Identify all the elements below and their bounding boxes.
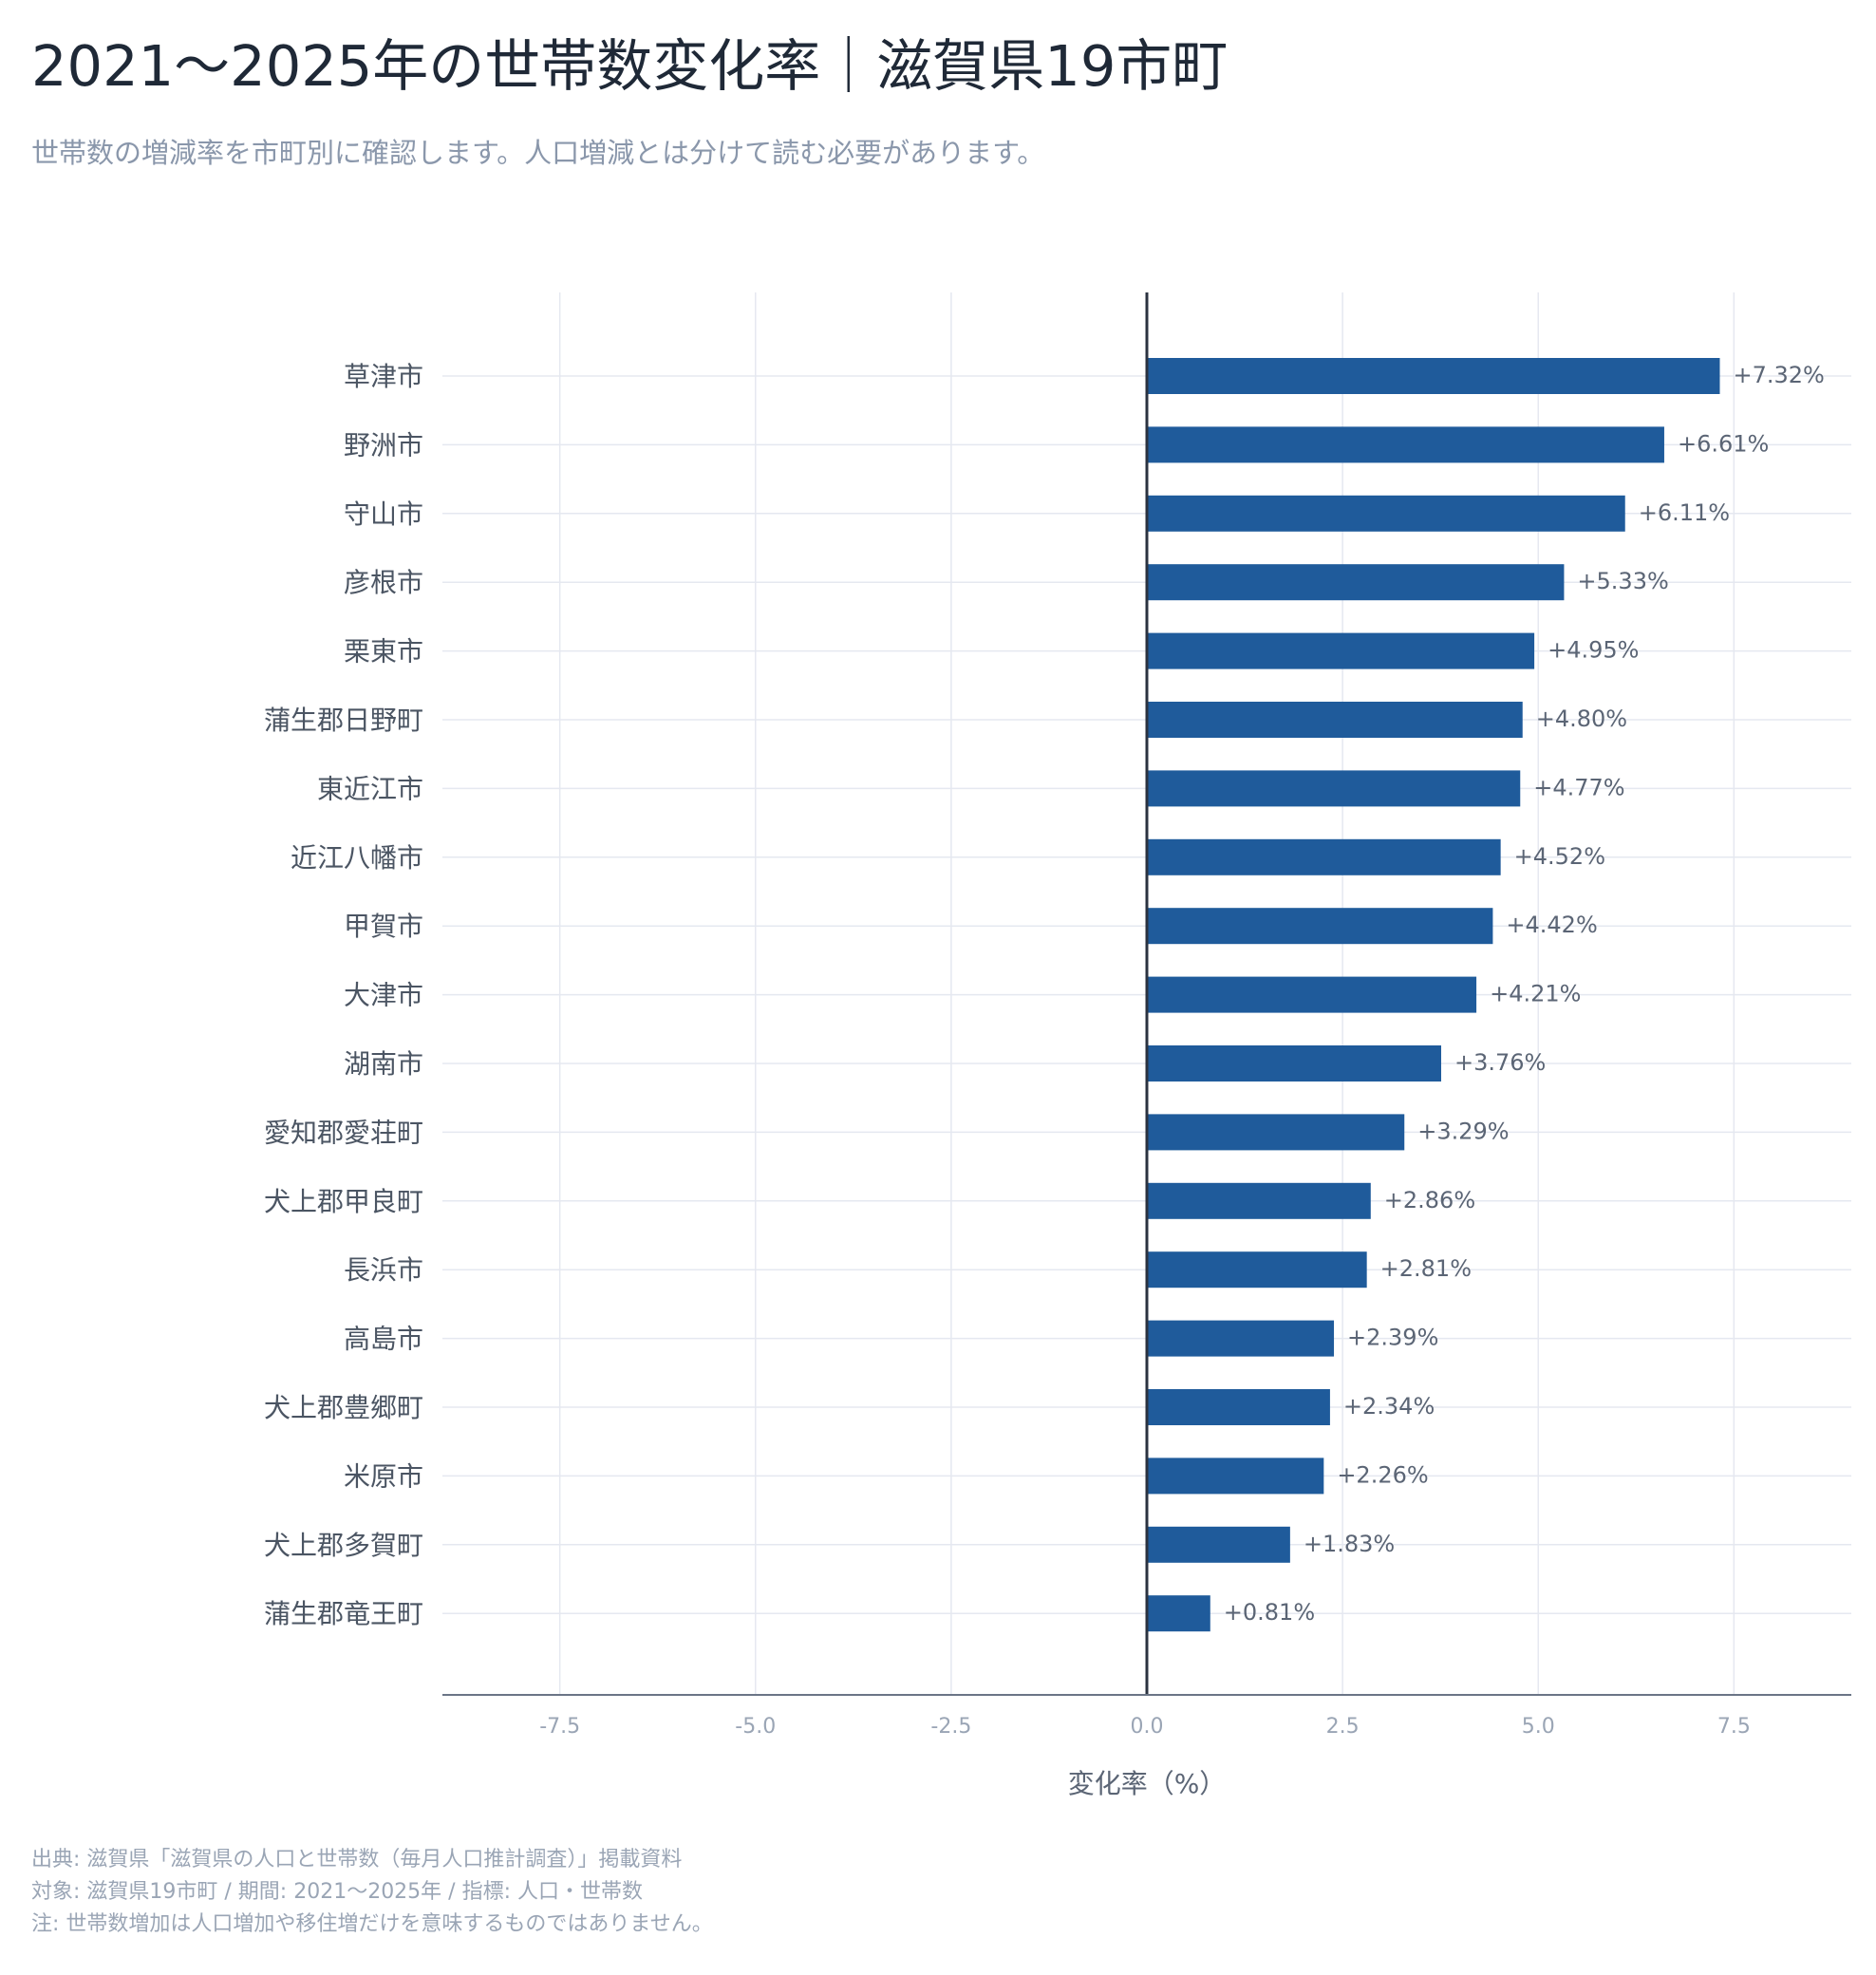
value-label: +4.52% <box>1514 843 1605 870</box>
x-tick-label: -5.0 <box>735 1715 776 1739</box>
value-label: +3.29% <box>1417 1118 1509 1144</box>
category-label: 高島市 <box>344 1324 423 1355</box>
category-label: 米原市 <box>344 1460 423 1492</box>
category-label: 彦根市 <box>344 567 423 598</box>
bar <box>1147 426 1664 463</box>
bar <box>1147 632 1535 669</box>
footnote-scope: 対象: 滋賀県19市町 / 期間: 2021〜2025年 / 指標: 人口・世帯… <box>31 1880 643 1904</box>
footnote-note: 注: 世帯数増加は人口増加や移住増だけを意味するものではありません。 <box>31 1912 713 1936</box>
value-label: +5.33% <box>1577 568 1668 594</box>
category-label: 野洲市 <box>344 429 423 461</box>
bars <box>1147 358 1720 1632</box>
value-label: +0.81% <box>1224 1599 1315 1626</box>
value-label: +4.21% <box>1490 981 1581 1007</box>
value-label: +4.95% <box>1548 637 1639 664</box>
x-tick-label: -7.5 <box>539 1715 580 1739</box>
value-label: +3.76% <box>1454 1049 1546 1076</box>
category-label: 甲賀市 <box>344 911 423 942</box>
category-label: 愛知郡愛荘町 <box>264 1117 423 1148</box>
value-label: +2.86% <box>1384 1187 1475 1213</box>
value-label: +7.32% <box>1733 362 1824 388</box>
value-label: +6.61% <box>1678 430 1769 457</box>
value-label: +6.11% <box>1639 499 1730 526</box>
bar <box>1147 1389 1330 1425</box>
footnote-source: 出典: 滋賀県「滋賀県の人口と世帯数（毎月人口推計調査）」掲載資料 <box>31 1848 683 1872</box>
bar <box>1147 976 1477 1013</box>
x-tick-label: 0.0 <box>1131 1715 1164 1739</box>
bar <box>1147 495 1625 532</box>
category-label: 近江八幡市 <box>291 842 423 874</box>
bar <box>1147 1595 1210 1632</box>
category-label: 守山市 <box>344 498 423 530</box>
chart-subtitle: 世帯数の増減率を市町別に確認します。人口増減とは分けて読む必要があります。 <box>31 137 1045 169</box>
category-label: 栗東市 <box>344 636 423 668</box>
category-label: 長浜市 <box>344 1254 423 1286</box>
value-label: +1.83% <box>1304 1531 1395 1557</box>
category-label: 犬上郡甲良町 <box>264 1186 423 1217</box>
bar <box>1147 1114 1405 1151</box>
footnotes: 出典: 滋賀県「滋賀県の人口と世帯数（毎月人口推計調査）」掲載資料 対象: 滋賀… <box>31 1844 713 1941</box>
bar <box>1147 1251 1367 1288</box>
category-label: 湖南市 <box>344 1048 423 1080</box>
bar <box>1147 1182 1371 1219</box>
bar <box>1147 770 1521 807</box>
category-label: 大津市 <box>344 980 423 1011</box>
bar <box>1147 838 1501 875</box>
bar <box>1147 908 1493 945</box>
axes <box>442 292 1851 1696</box>
x-tick-label: -2.5 <box>930 1715 971 1739</box>
category-label: 東近江市 <box>317 773 423 804</box>
bar <box>1147 1526 1290 1563</box>
x-tick-label: 7.5 <box>1717 1715 1751 1739</box>
bar <box>1147 564 1565 601</box>
x-tick-label: 5.0 <box>1522 1715 1555 1739</box>
x-tick-label: 2.5 <box>1326 1715 1360 1739</box>
value-label: +4.80% <box>1536 705 1627 732</box>
chart-title: 2021〜2025年の世帯数変化率｜滋賀県19市町 <box>31 33 1229 99</box>
category-label: 草津市 <box>344 361 423 392</box>
category-label: 犬上郡豊郷町 <box>264 1392 423 1423</box>
value-label: +4.77% <box>1533 774 1624 800</box>
labels: -7.5 -5.0 -2.5 0.0 2.5 5.0 7.5 草津市 +7.32% 野洲市 +6.6… <box>264 361 1825 1739</box>
value-label: +2.39% <box>1347 1325 1438 1351</box>
bar <box>1147 1045 1441 1082</box>
bar <box>1147 1320 1335 1357</box>
bar <box>1147 1458 1324 1495</box>
x-axis-title: 変化率（%） <box>1068 1768 1227 1799</box>
bar <box>1147 358 1720 394</box>
category-label: 蒲生郡竜王町 <box>264 1598 423 1629</box>
value-label: +2.34% <box>1343 1393 1435 1420</box>
value-label: +2.81% <box>1380 1255 1472 1282</box>
bar <box>1147 702 1523 738</box>
value-label: +4.42% <box>1506 912 1597 938</box>
value-label: +2.26% <box>1337 1461 1428 1488</box>
category-label: 蒲生郡日野町 <box>264 705 423 736</box>
category-label: 犬上郡多賀町 <box>264 1530 423 1561</box>
